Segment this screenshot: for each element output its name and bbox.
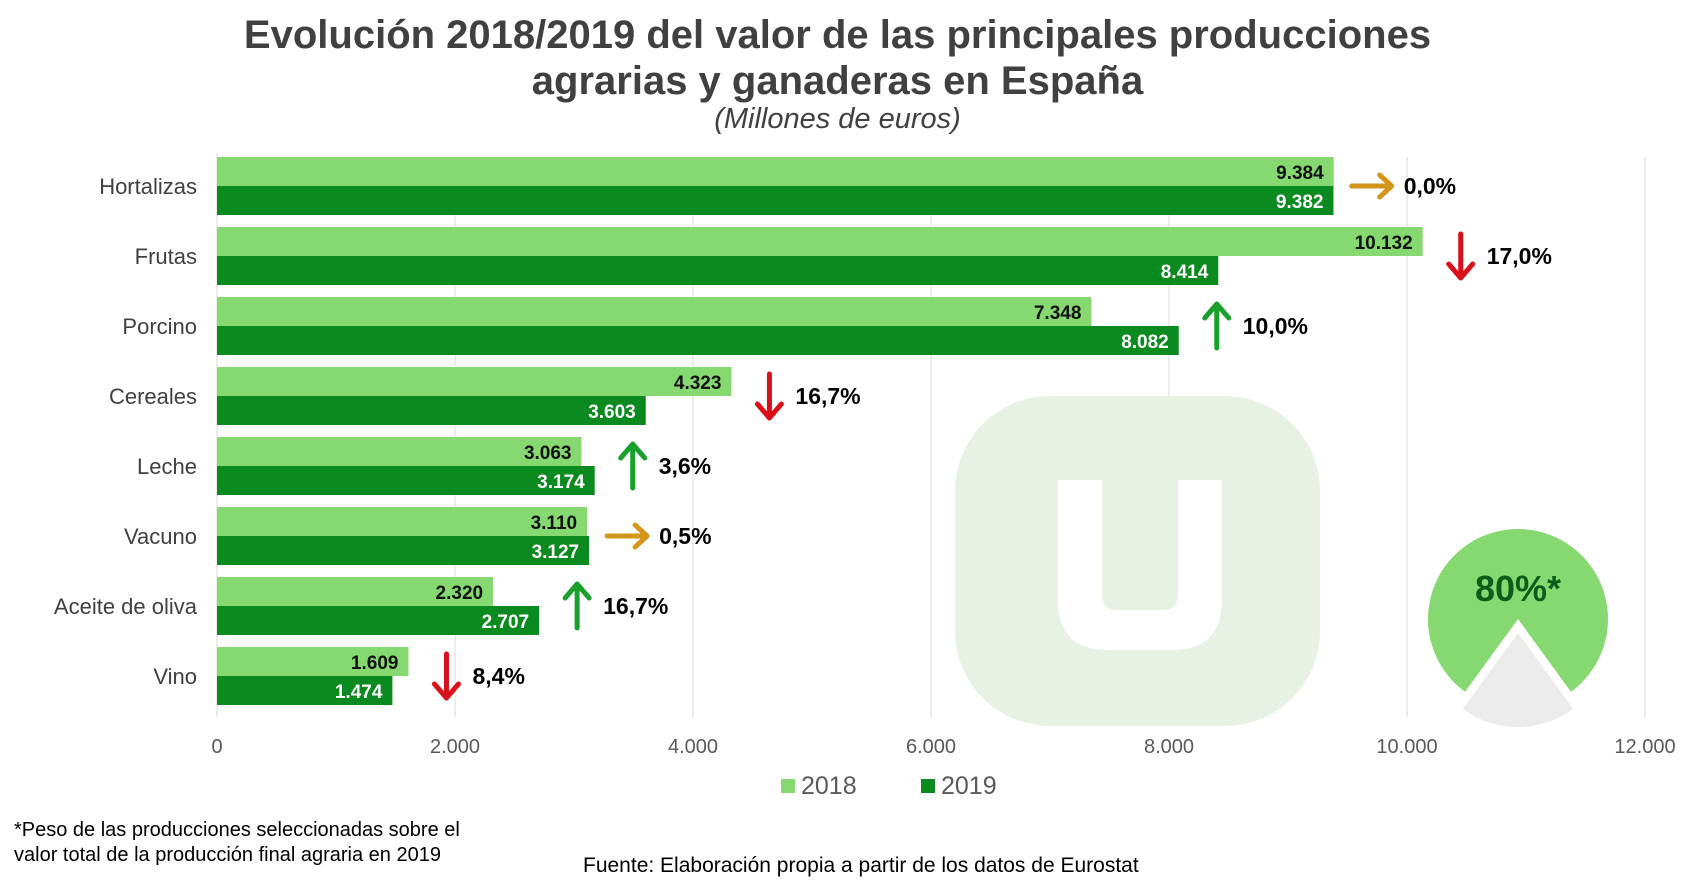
bar-2019 (217, 326, 1179, 355)
arrow-down-icon (431, 651, 461, 701)
change-label: 8,4% (472, 663, 524, 689)
category-label: Leche (137, 454, 197, 479)
x-tick-label: 10.000 (1376, 736, 1437, 758)
data-label-2018: 4.323 (674, 373, 722, 394)
arrow-up-icon (618, 441, 648, 491)
data-label-2019: 1.474 (335, 682, 383, 703)
chart-subtitle: (Millones de euros) (714, 103, 961, 135)
change-label: 17,0% (1487, 243, 1552, 269)
data-label-2019: 8.082 (1121, 332, 1169, 353)
data-label-2018: 10.132 (1355, 233, 1413, 254)
arrow-up-icon (562, 581, 592, 631)
bar-2018 (217, 297, 1092, 326)
u-logo-watermark-icon (955, 396, 1320, 726)
category-label: Vino (153, 664, 197, 689)
data-label-2018: 3.110 (531, 513, 578, 534)
bar-2019 (217, 466, 595, 495)
category-label: Frutas (135, 244, 197, 269)
change-label: 16,7% (603, 593, 668, 619)
data-label-2019: 3.174 (537, 472, 585, 493)
x-tick-label: 4.000 (668, 736, 718, 758)
x-tick-label: 12.000 (1614, 736, 1675, 758)
bar-2019 (217, 536, 590, 565)
bar-2019 (217, 396, 646, 425)
category-label: Porcino (122, 314, 197, 339)
bar-2019 (217, 256, 1219, 285)
data-label-2018: 9.384 (1276, 163, 1324, 184)
bar-2019 (217, 676, 393, 705)
legend-label-2019: 2019 (941, 772, 997, 800)
x-tick-label: 8.000 (1144, 736, 1194, 758)
data-label-2019: 3.127 (532, 542, 580, 563)
category-label: Aceite de oliva (54, 594, 198, 619)
category-label: Cereales (109, 384, 197, 409)
x-tick-label: 2.000 (430, 736, 480, 758)
data-label-2019: 3.603 (588, 402, 636, 423)
data-label-2019: 9.382 (1276, 192, 1324, 213)
data-label-2018: 3.063 (524, 443, 572, 464)
x-tick-label: 6.000 (906, 736, 956, 758)
category-label: Vacuno (124, 524, 197, 549)
pie-share-label: 80%* (1475, 568, 1561, 609)
chart-title-line1: Evolución 2018/2019 del valor de las pri… (243, 13, 1432, 57)
chart-title-line2: agrarias y ganaderas en España (531, 59, 1144, 103)
footnote-line1: *Peso de las producciones seleccionadas … (14, 819, 460, 841)
pie-slice-rest (1462, 633, 1574, 727)
legend-label-2018: 2018 (801, 772, 857, 800)
legend-swatch-2018 (781, 779, 795, 793)
arrow-up-icon (1202, 301, 1232, 351)
arrow-right-icon (1349, 172, 1395, 200)
change-label: 16,7% (795, 383, 860, 409)
footnote: *Peso de las producciones seleccionadas … (14, 818, 534, 868)
change-label: 3,6% (659, 453, 711, 479)
change-label: 0,5% (659, 523, 711, 549)
category-label: Hortalizas (99, 174, 197, 199)
x-tick-label: 0 (211, 736, 222, 758)
legend-swatch-2019 (921, 779, 935, 793)
bar-2018 (217, 227, 1423, 256)
data-label-2019: 8.414 (1161, 262, 1209, 283)
bar-2018 (217, 647, 409, 676)
bar-2018 (217, 577, 494, 606)
bar-2018 (217, 437, 582, 466)
arrow-right-icon (604, 522, 650, 550)
arrow-down-icon (1446, 231, 1476, 281)
change-label: 10,0% (1243, 313, 1308, 339)
bar-2018 (217, 367, 732, 396)
pie-slice-share (1428, 529, 1609, 692)
bar-2018 (217, 157, 1334, 186)
arrow-down-icon (754, 371, 784, 421)
bar-2019 (217, 606, 540, 635)
data-label-2019: 2.707 (482, 612, 530, 633)
data-label-2018: 7.348 (1034, 303, 1082, 324)
data-label-2018: 2.320 (436, 583, 484, 604)
bar-2018 (217, 507, 588, 536)
footnote-line2: valor total de la producción final agrar… (14, 844, 441, 866)
data-label-2018: 1.609 (351, 653, 399, 674)
change-label: 0,0% (1404, 173, 1456, 199)
bar-2019 (217, 186, 1334, 215)
u-letter-mark (1058, 480, 1222, 650)
source-note: Fuente: Elaboración propia a partir de l… (583, 854, 1139, 877)
